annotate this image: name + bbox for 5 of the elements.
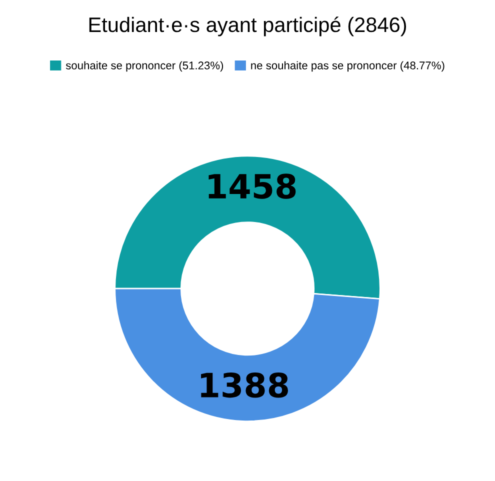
legend-label: ne souhaite pas se prononcer (48.77%) — [251, 61, 444, 72]
chart-title: Etudiant·e·s ayant participé (2846) — [89, 16, 406, 36]
data-label: 1388 — [201, 372, 288, 398]
data-label: 1458 — [208, 174, 296, 199]
legend-label: souhaite se prononcer (51.23%) — [66, 61, 224, 72]
